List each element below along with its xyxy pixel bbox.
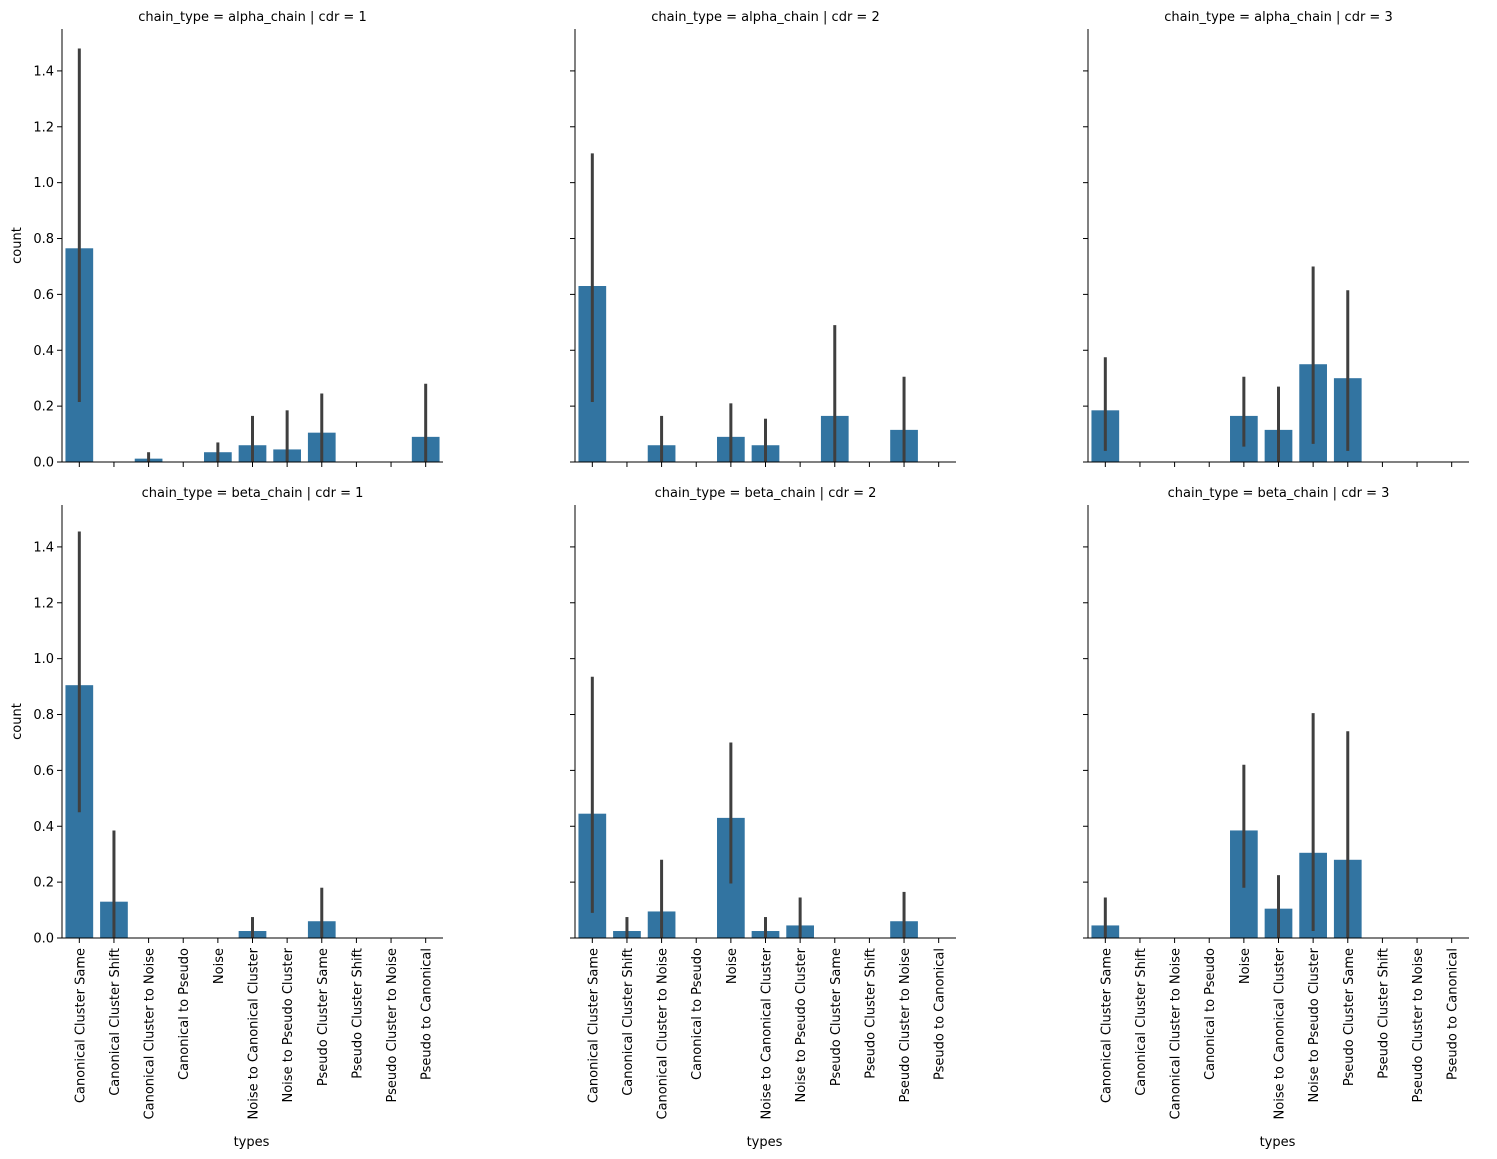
facet-panel: chain_type = beta_chain | cdr = 1 0.0 0.2 0…: [10, 486, 443, 1150]
y-tick-label: 0.8: [33, 232, 54, 247]
panel-title: chain_type = alpha_chain | cdr = 3: [1164, 10, 1392, 25]
x-tick-label: Pseudo Cluster Shift: [350, 948, 365, 1079]
x-tick-label: Pseudo Cluster Shift: [1376, 948, 1391, 1079]
x-tick-label: Pseudo to Canonical: [933, 948, 948, 1080]
x-tick-label: Noise to Pseudo Cluster: [1307, 947, 1322, 1102]
x-axis-label: types: [747, 1135, 783, 1150]
y-tick-label: 1.2: [33, 596, 54, 611]
x-tick-label: Noise to Pseudo Cluster: [281, 947, 296, 1102]
x-tick-label: Canonical to Pseudo: [177, 948, 192, 1080]
facet-panel: chain_type = beta_chain | cdr = 2 Canonic…: [570, 486, 956, 1150]
y-tick-label: 0.6: [33, 764, 54, 779]
x-tick-label: Canonical Cluster Shift: [1134, 948, 1149, 1096]
x-tick-label: Pseudo to Canonical: [1446, 948, 1461, 1080]
y-axis-label: count: [10, 227, 25, 264]
x-tick-label: Pseudo Cluster to Noise: [385, 948, 400, 1102]
y-tick-label: 1.0: [33, 652, 54, 667]
x-tick-label: Pseudo Cluster Shift: [863, 948, 878, 1079]
x-tick-label: Pseudo Cluster to Noise: [1411, 948, 1426, 1102]
y-tick-label: 0.6: [33, 288, 54, 303]
facet-panel: chain_type = alpha_chain | cdr = 1 0.0 0.2…: [10, 10, 443, 471]
x-tick-label: Canonical Cluster to Noise: [656, 948, 671, 1119]
y-tick-label: 0.8: [33, 708, 54, 723]
x-tick-label: Canonical Cluster to Noise: [143, 948, 158, 1119]
y-tick-label: 0.0: [33, 932, 54, 947]
x-tick-label: Noise: [725, 948, 740, 984]
panel-title: chain_type = beta_chain | cdr = 3: [1168, 486, 1390, 501]
y-axis-label: count: [10, 703, 25, 740]
x-tick-label: Pseudo Cluster Same: [316, 948, 331, 1086]
x-tick-label: Pseudo Cluster to Noise: [898, 948, 913, 1102]
facet-panel: chain_type = beta_chain | cdr = 3 Canonic…: [1083, 486, 1469, 1150]
x-tick-label: Noise to Canonical Cluster: [247, 947, 262, 1119]
x-tick-label: Noise to Pseudo Cluster: [794, 947, 809, 1102]
x-axis-label: types: [234, 1135, 270, 1150]
x-tick-label: Pseudo Cluster Same: [829, 948, 844, 1086]
panel-title: chain_type = alpha_chain | cdr = 1: [138, 10, 366, 25]
x-tick-label: Pseudo Cluster Same: [1342, 948, 1357, 1086]
panel-title: chain_type = beta_chain | cdr = 1: [142, 486, 364, 501]
panel-title: chain_type = beta_chain | cdr = 2: [655, 486, 877, 501]
x-tick-label: Canonical to Pseudo: [1203, 948, 1218, 1080]
y-tick-label: 0.0: [33, 456, 54, 471]
x-tick-label: Noise to Canonical Cluster: [760, 947, 775, 1119]
y-tick-label: 1.2: [33, 120, 54, 135]
facet-panel: chain_type = alpha_chain | cdr = 2: [570, 10, 956, 467]
y-tick-label: 0.4: [33, 820, 54, 835]
y-tick-label: 0.2: [33, 876, 54, 891]
x-tick-label: Canonical Cluster Same: [586, 948, 601, 1103]
x-tick-label: Canonical Cluster to Noise: [1169, 948, 1184, 1119]
x-tick-label: Canonical Cluster Shift: [108, 948, 123, 1096]
facet-panel: chain_type = alpha_chain | cdr = 3: [1083, 10, 1469, 467]
x-tick-label: Noise: [212, 948, 227, 984]
x-tick-label: Noise: [1238, 948, 1253, 984]
y-tick-label: 1.0: [33, 176, 54, 191]
x-axis-label: types: [1260, 1135, 1296, 1150]
panel-title: chain_type = alpha_chain | cdr = 2: [651, 10, 879, 25]
y-tick-label: 0.4: [33, 344, 54, 359]
x-tick-label: Canonical to Pseudo: [690, 948, 705, 1080]
y-tick-label: 1.4: [33, 64, 54, 79]
y-tick-label: 0.2: [33, 400, 54, 415]
x-tick-label: Canonical Cluster Same: [73, 948, 88, 1103]
x-tick-label: Pseudo to Canonical: [420, 948, 435, 1080]
x-tick-label: Canonical Cluster Shift: [621, 948, 636, 1096]
x-tick-label: Noise to Canonical Cluster: [1273, 947, 1288, 1119]
y-tick-label: 1.4: [33, 540, 54, 555]
x-tick-label: Canonical Cluster Same: [1099, 948, 1114, 1103]
